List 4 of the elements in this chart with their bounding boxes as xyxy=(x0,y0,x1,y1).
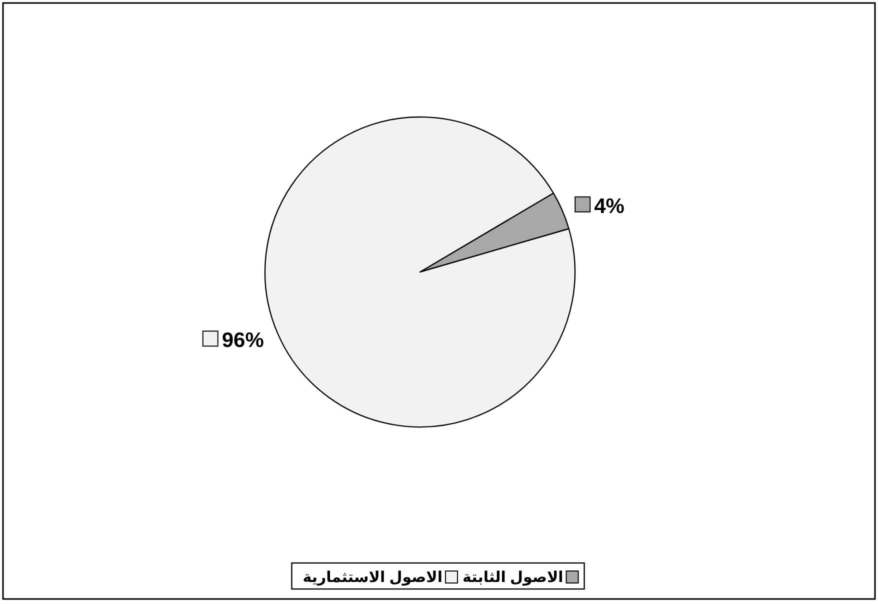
legend-label: الاصول الاستثمارية xyxy=(302,569,442,586)
data-label: 96% xyxy=(222,329,264,352)
data-label: 4% xyxy=(594,194,625,218)
legend-label: الاصول الثابتة xyxy=(462,569,564,586)
